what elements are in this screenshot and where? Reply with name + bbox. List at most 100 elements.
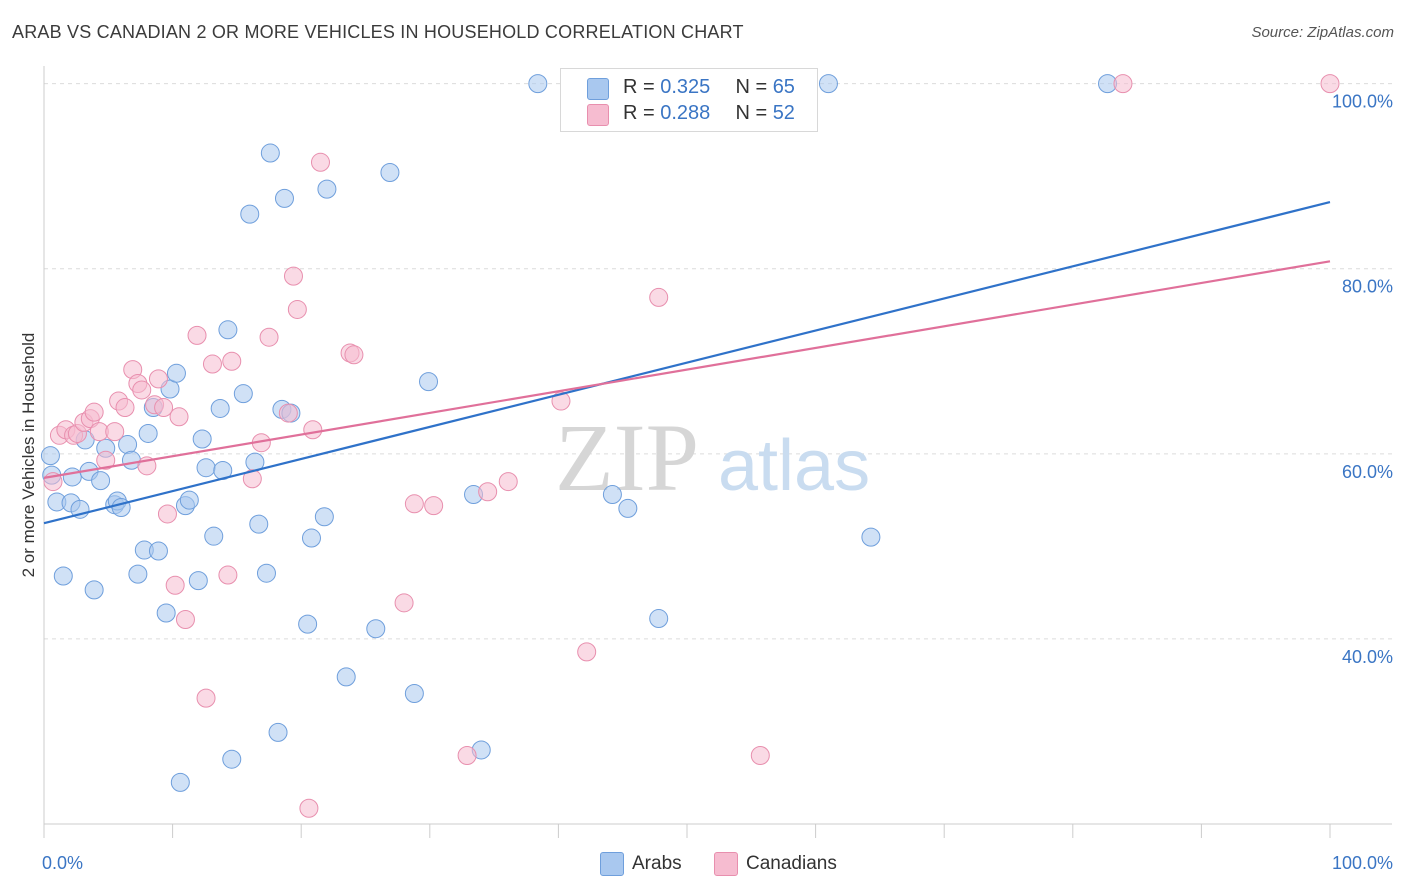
arabs-legend-label: Arabs	[632, 853, 682, 875]
arab-point	[618, 498, 638, 518]
canadian-point	[310, 152, 330, 172]
x-tick-label: 0.0%	[42, 853, 83, 873]
canadian-point	[196, 688, 216, 708]
arab-point	[210, 398, 230, 418]
arab-point	[336, 667, 356, 687]
arab-point	[317, 179, 337, 199]
canadian-point	[222, 351, 242, 371]
canadian-point	[115, 398, 135, 418]
arab-point	[111, 497, 131, 517]
y-tick-label: 100.0%	[1332, 92, 1393, 112]
canadian-point	[404, 494, 424, 514]
canadian-point	[551, 391, 571, 411]
canadians-legend-swatch	[714, 852, 738, 876]
watermark: ZIP atlas	[555, 404, 870, 511]
arab-point	[818, 74, 838, 94]
canadian-point	[278, 403, 298, 423]
chart-title: ARAB VS CANADIAN 2 OR MORE VEHICLES IN H…	[12, 22, 744, 42]
arab-point	[218, 320, 238, 340]
gridlines	[44, 83, 1392, 640]
canadian-point	[218, 565, 238, 585]
canadian-point	[303, 420, 323, 440]
arabs-r-value: 0.325	[660, 76, 711, 98]
trend-lines	[43, 201, 1331, 525]
arab-point	[179, 490, 199, 510]
arabs-points	[40, 74, 1118, 792]
canadian-point	[577, 642, 597, 662]
arab-point	[240, 204, 260, 224]
arab-point	[62, 467, 82, 487]
legend-item-canadians[interactable]: Canadians	[714, 852, 837, 876]
axes	[43, 66, 1392, 838]
canadian-point	[1113, 74, 1133, 94]
arab-point	[260, 143, 280, 163]
canadians-n-label: N =	[735, 102, 768, 124]
arab-point	[256, 563, 276, 583]
arab-point	[301, 528, 321, 548]
canadians-n-value: 52	[772, 102, 795, 124]
arab-point	[528, 74, 548, 94]
arab-point	[192, 429, 212, 449]
arab-point	[156, 603, 176, 623]
canadian-point	[132, 380, 152, 400]
arab-point	[249, 514, 269, 534]
arab-point	[274, 188, 294, 208]
arab-point	[91, 471, 111, 491]
arab-point	[380, 162, 400, 182]
arabs-trend-line	[43, 201, 1331, 525]
canadian-point	[299, 798, 319, 818]
arab-point	[268, 722, 288, 742]
arabs-swatch	[587, 78, 609, 100]
canadians-legend-label: Canadians	[746, 853, 837, 875]
y-tick-label: 60.0%	[1342, 462, 1393, 482]
arab-point	[298, 614, 318, 634]
arab-point	[40, 446, 60, 466]
canadian-point	[283, 266, 303, 286]
canadian-point	[96, 450, 116, 470]
x-tick-label: 100.0%	[1332, 853, 1393, 873]
canadian-point	[202, 354, 222, 374]
arabs-n-label: N =	[735, 76, 768, 98]
canadian-point	[157, 504, 177, 524]
canadian-point	[1320, 74, 1340, 94]
canadian-point	[84, 402, 104, 422]
correlation-legend: R = 0.325 N = 65 R = 0.288 N = 52	[560, 68, 818, 132]
canadian-point	[394, 593, 414, 613]
canadian-point	[478, 482, 498, 502]
arab-point	[366, 619, 386, 639]
canadians-r-value: 0.288	[660, 102, 711, 124]
arab-point	[314, 507, 334, 527]
tick-labels: 40.0% 60.0% 80.0% 100.0% 0.0% 100.0%	[42, 92, 1393, 873]
source-label: Source: ZipAtlas.com	[1251, 24, 1394, 41]
legend-item-arabs[interactable]: Arabs	[600, 852, 682, 876]
arab-point	[602, 485, 622, 505]
arab-point	[53, 566, 73, 586]
canadian-point	[649, 287, 669, 307]
arabs-n-value: 65	[772, 76, 795, 98]
arab-point	[188, 571, 208, 591]
arab-point	[166, 363, 186, 383]
canadians-swatch	[587, 104, 609, 126]
arab-point	[128, 564, 148, 584]
arab-point	[138, 423, 158, 443]
canadian-point	[498, 472, 518, 492]
y-axis-label: 2 or more Vehicles in Household	[19, 333, 38, 578]
canadians-trend-line	[43, 260, 1331, 479]
arab-point	[404, 684, 424, 704]
canadian-point	[287, 299, 307, 319]
canadian-point	[424, 496, 444, 516]
canadian-point	[165, 575, 185, 595]
arab-point	[84, 580, 104, 600]
arab-point	[419, 372, 439, 392]
canadian-point	[148, 369, 168, 389]
canadian-point	[242, 469, 262, 489]
canadian-point	[457, 746, 477, 766]
arab-point	[222, 749, 242, 769]
canadian-point	[169, 407, 189, 427]
canadian-point	[344, 345, 364, 365]
canadian-point	[750, 746, 770, 766]
y-tick-label: 80.0%	[1342, 277, 1393, 297]
y-tick-label: 40.0%	[1342, 647, 1393, 667]
canadian-point	[105, 422, 125, 442]
